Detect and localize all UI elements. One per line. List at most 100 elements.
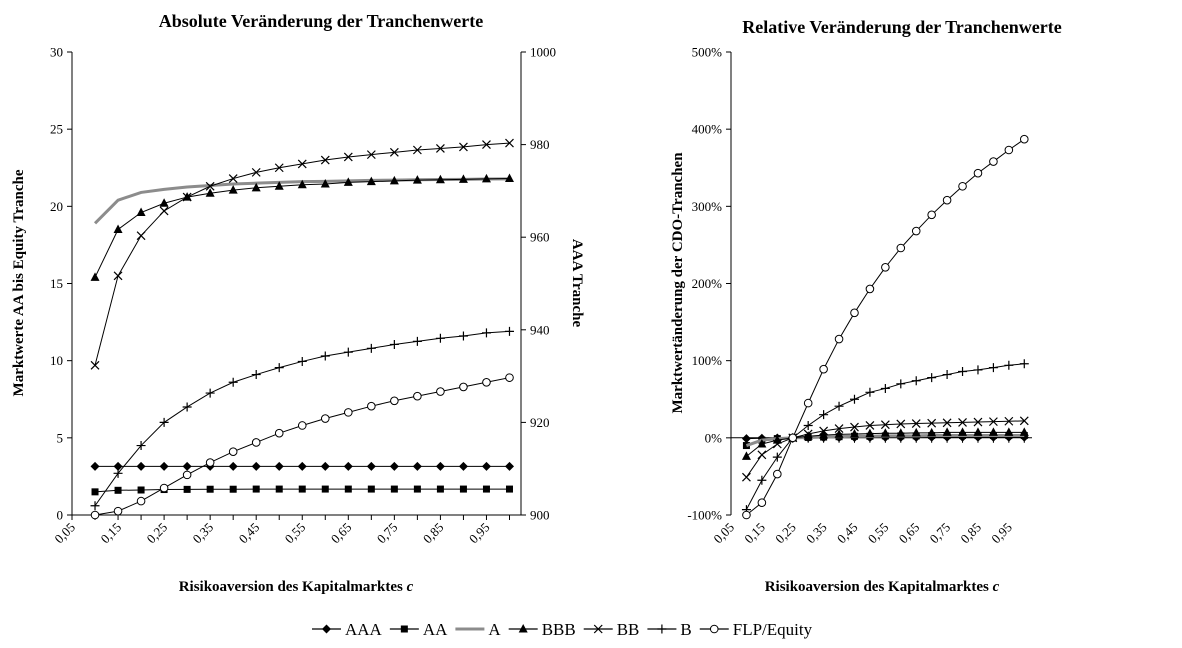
right-y-ticks: -100% 0% 100% 200% 300% 400% 500% (687, 45, 731, 523)
data-point-bb (958, 417, 967, 427)
data-point-bb (1019, 416, 1029, 426)
data-point-bb (136, 231, 146, 241)
data-point-flp-equity (505, 373, 514, 382)
data-point-aa (298, 485, 306, 493)
data-point-bbb (757, 439, 767, 448)
data-point-b (504, 326, 514, 336)
data-point-bbb (803, 431, 813, 440)
x-tick-label: 0,85 (957, 520, 984, 547)
data-point-bbb (504, 173, 514, 183)
data-point-bbb (90, 272, 100, 281)
data-point-flp-equity (881, 262, 890, 272)
x-tick-label: 0,45 (236, 520, 263, 547)
data-point-flp-equity (819, 364, 828, 374)
data-point-b (772, 452, 782, 462)
data-point-bbb (896, 428, 906, 437)
data-point-aaa (136, 461, 146, 471)
data-point-flp-equity (251, 438, 261, 447)
data-point-b (136, 441, 146, 451)
data-point-bb (182, 192, 192, 202)
data-point-b (182, 402, 192, 412)
data-point-bb (113, 271, 123, 281)
data-point-b (366, 343, 376, 353)
data-point-aa (742, 442, 750, 450)
data-point-bbb (435, 174, 445, 184)
data-point-b (113, 468, 123, 478)
data-point-bbb (1004, 427, 1014, 436)
data-point-flp-equity (942, 195, 952, 205)
data-point-flp-equity (320, 414, 330, 423)
data-point-flp-equity (344, 408, 353, 417)
y-tick-label: 500% (692, 45, 723, 60)
data-point-aaa (741, 434, 751, 444)
data-point-bb (297, 159, 307, 169)
data-point-bb (834, 424, 844, 433)
data-point-bb (850, 422, 859, 432)
legend-label: AAA (345, 620, 383, 639)
data-point-aaa (504, 461, 514, 471)
data-point-flp-equity (182, 470, 192, 480)
data-point-b (251, 370, 261, 380)
data-point-bbb (880, 428, 890, 437)
data-point-bbb (942, 427, 952, 436)
data-point-bbb (320, 178, 330, 188)
data-point-flp-equity (803, 398, 813, 408)
data-point-aaa (297, 461, 307, 471)
data-point-bb (205, 181, 215, 191)
x-tick-label: 0,75 (374, 520, 401, 547)
right-x-ticks: 0,05 0,15 0,25 0,35 0,45 0,55 0,65 0,75 0,85 0,95 (710, 437, 1025, 547)
data-point-flp-equity (413, 391, 422, 401)
data-point-aa (482, 485, 490, 493)
x-tick-label: 0,25 (772, 520, 799, 547)
data-point-bb (988, 417, 998, 427)
data-point-bbb (159, 198, 169, 207)
data-point-bbb (927, 427, 937, 437)
data-point-b (90, 501, 100, 511)
data-point-aaa (228, 461, 238, 471)
y-tick-label: 20 (50, 199, 63, 214)
y-tick-label: 15 (50, 276, 63, 291)
data-point-bbb (412, 175, 422, 184)
x-tick-label: 0,55 (865, 520, 892, 547)
data-point-aa (137, 486, 145, 494)
data-point-b (880, 383, 890, 393)
data-point-bbb (988, 427, 998, 436)
data-point-aaa (182, 461, 192, 471)
legend-item-bb: BB (583, 620, 639, 639)
data-point-flp-equity (757, 498, 767, 507)
data-point-b (435, 333, 445, 343)
data-point-aaa (320, 461, 330, 471)
y-tick-label: -100% (687, 508, 722, 523)
data-point-b (834, 401, 844, 411)
x-tick-label: 0,55 (282, 520, 309, 547)
data-point-b (458, 331, 468, 341)
x-tick-label: 0,95 (466, 520, 493, 547)
data-point-aaa (90, 461, 100, 471)
data-point-bb (896, 419, 906, 429)
data-point-flp-equity (205, 458, 215, 467)
data-point-b (1004, 360, 1014, 370)
legend-marker (400, 625, 408, 633)
data-point-bbb (481, 173, 491, 183)
y2-tick-label: 940 (530, 322, 550, 337)
data-point-bbb (366, 176, 376, 186)
data-point-aa (367, 485, 375, 493)
right-x-axis-label: Risikoaversion des Kapitalmarktes c (765, 579, 1000, 595)
series-line-flp-equity (746, 138, 1025, 516)
data-point-bb (320, 155, 330, 165)
data-point-bbb (911, 427, 921, 437)
left-series-group (90, 138, 514, 520)
left-x-axis-label: Risikoaversion des Kapitalmarktes c (179, 579, 414, 595)
data-point-aa (436, 485, 444, 493)
data-point-b (205, 388, 215, 398)
data-point-aa (344, 485, 352, 493)
data-point-bb (757, 450, 767, 460)
y2-tick-label: 960 (530, 230, 550, 245)
data-point-aa (183, 485, 191, 493)
series-aa (91, 485, 513, 496)
data-point-aa (459, 485, 467, 493)
x-tick-label: 0,85 (420, 520, 447, 547)
data-point-b (865, 387, 875, 397)
data-point-bbb (834, 429, 844, 438)
data-point-b (412, 336, 422, 346)
